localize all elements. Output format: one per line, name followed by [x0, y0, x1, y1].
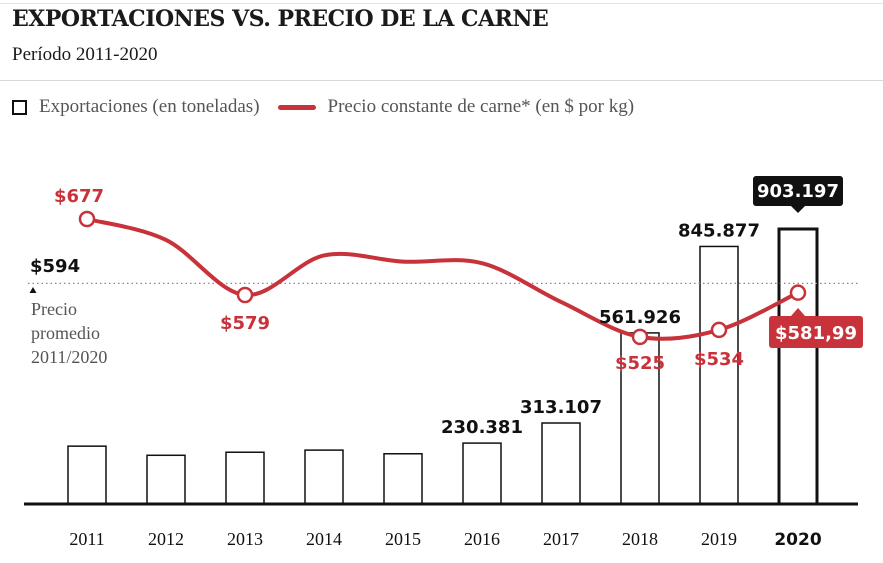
x-tick-label: 2020	[774, 530, 821, 550]
chart-subtitle: Período 2011-2020	[12, 44, 158, 65]
price-value-label: $581,99	[775, 323, 857, 344]
x-tick-label: 2017	[543, 529, 579, 549]
bar-2011	[67, 445, 107, 505]
bar-2019	[699, 245, 739, 505]
header-divider	[0, 80, 883, 81]
bar-2020	[777, 227, 819, 506]
bar-2017	[541, 422, 581, 505]
reference-note-line: 2011/2020	[31, 347, 107, 367]
highlight-price-box	[769, 316, 863, 348]
bar-2014	[304, 449, 344, 505]
legend: Exportaciones (en toneladas) Precio cons…	[12, 95, 634, 119]
x-tick-label: 2013	[227, 529, 263, 549]
bar-value-label: 561.926	[599, 307, 681, 328]
price-point	[789, 284, 807, 301]
x-tick-label: 2014	[306, 529, 342, 549]
reference-value-label: $594	[30, 256, 80, 277]
legend-line-swatch	[277, 104, 316, 110]
price-value-label: $534	[694, 349, 744, 370]
reference-marker-icon	[29, 287, 37, 293]
x-tick-label: 2012	[148, 529, 184, 549]
price-point	[631, 328, 649, 346]
price-value-label: $579	[220, 313, 270, 334]
price-value-label: $677	[54, 186, 104, 207]
legend-line-label: Precio constante de carne* (en $ por kg)	[327, 96, 635, 117]
bar-value-label: 845.877	[678, 220, 760, 241]
x-tick-label: 2018	[622, 529, 658, 549]
bar-2016	[462, 442, 502, 505]
reference-note-line: Precio	[31, 299, 77, 319]
highlight-value-box	[753, 176, 843, 206]
highlight-price-pointer	[791, 308, 805, 316]
reference-note-line: promedio	[31, 323, 100, 343]
chart-title: EXPORTACIONES VS. PRECIO DE LA CARNE	[12, 6, 549, 32]
bar-2018	[620, 332, 660, 505]
legend-bar-label: Exportaciones (en toneladas)	[39, 96, 260, 117]
legend-bar-swatch	[12, 99, 27, 115]
price-value-label: $525	[615, 353, 665, 374]
price-line	[85, 217, 800, 341]
bar-value-label: 230.381	[441, 417, 523, 438]
bar-2013	[225, 451, 265, 505]
price-point	[78, 210, 96, 228]
x-tick-label: 2019	[701, 529, 737, 549]
x-tick-label: 2016	[464, 529, 500, 549]
bar-2015	[383, 453, 423, 505]
price-point	[710, 321, 728, 339]
bar-value-label: 903.197	[757, 181, 839, 202]
bar-value-label: 313.107	[520, 397, 602, 418]
x-tick-label: 2011	[69, 529, 104, 549]
top-rule	[0, 3, 883, 4]
price-point	[236, 286, 254, 304]
highlight-value-pointer	[791, 206, 805, 213]
bar-2012	[146, 454, 186, 505]
x-tick-label: 2015	[385, 529, 421, 549]
